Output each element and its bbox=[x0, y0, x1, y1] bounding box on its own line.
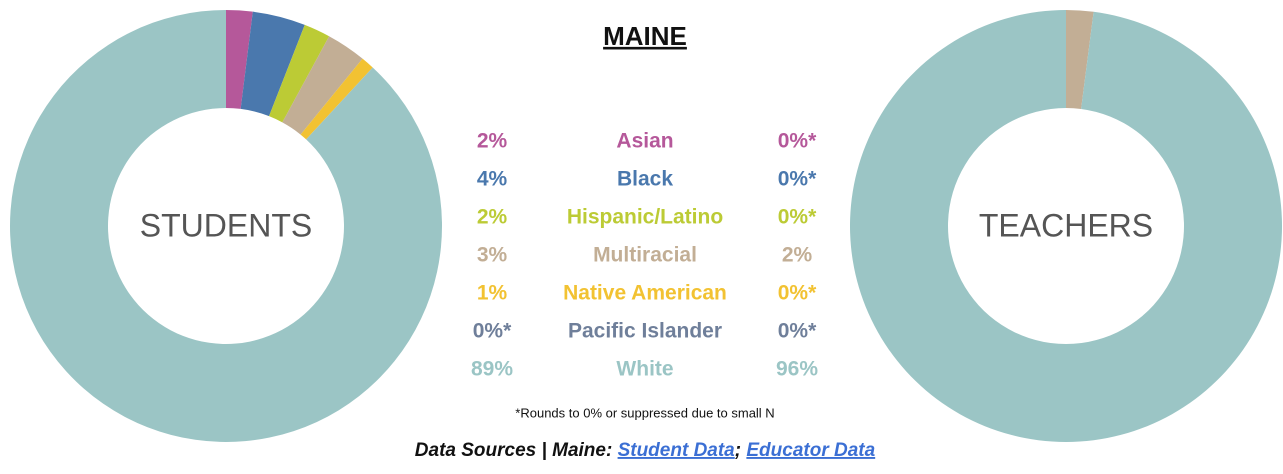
legend-label: Black bbox=[617, 168, 673, 191]
student-value-label: 1% bbox=[477, 282, 508, 305]
student-value-label: 89% bbox=[471, 358, 513, 381]
sources-label: Data Sources | Maine: bbox=[415, 440, 613, 461]
legend-label: White bbox=[616, 358, 673, 381]
student-value-label: 2% bbox=[477, 130, 508, 153]
teacher-value-label: 0%* bbox=[778, 282, 817, 305]
teacher-value-label: 0%* bbox=[778, 168, 817, 191]
legend-label: Asian bbox=[616, 130, 673, 153]
legend-label: Hispanic/Latino bbox=[567, 206, 723, 229]
chart-title: MAINE bbox=[603, 21, 687, 51]
teacher-value-label: 2% bbox=[782, 244, 813, 267]
student-value-label: 4% bbox=[477, 168, 508, 191]
source-link[interactable]: Educator Data bbox=[746, 440, 875, 461]
donut-slice bbox=[1066, 10, 1094, 109]
separator: ; bbox=[735, 440, 741, 461]
teacher-value-label: 96% bbox=[776, 358, 818, 381]
student-value-label: 0%* bbox=[473, 320, 512, 343]
donut-center-label: STUDENTS bbox=[140, 207, 312, 243]
donut-slice bbox=[849, 10, 1282, 442]
sources: Data Sources | Maine: Student Data; Educ… bbox=[415, 440, 876, 461]
teacher-value-label: 0%* bbox=[778, 206, 817, 229]
teacher-value-label: 0%* bbox=[778, 130, 817, 153]
donut-slice bbox=[300, 58, 373, 140]
student-value-label: 3% bbox=[477, 244, 508, 267]
student-value-label: 2% bbox=[477, 206, 508, 229]
donut-slice bbox=[1081, 11, 1094, 109]
donut-slice bbox=[9, 10, 442, 442]
source-link[interactable]: Student Data bbox=[618, 440, 736, 461]
donut-center-label: TEACHERS bbox=[979, 207, 1153, 243]
donut-slice bbox=[240, 11, 305, 117]
teacher-value-label: 0%* bbox=[778, 320, 817, 343]
legend-label: Native American bbox=[563, 282, 727, 305]
footnote: *Rounds to 0% or suppressed due to small… bbox=[515, 405, 774, 420]
donut-slice bbox=[269, 24, 330, 123]
legend-label: Pacific Islander bbox=[568, 320, 722, 343]
donut-slice bbox=[282, 36, 363, 135]
donut-slice bbox=[226, 10, 253, 109]
legend-label: Multiracial bbox=[593, 244, 697, 267]
